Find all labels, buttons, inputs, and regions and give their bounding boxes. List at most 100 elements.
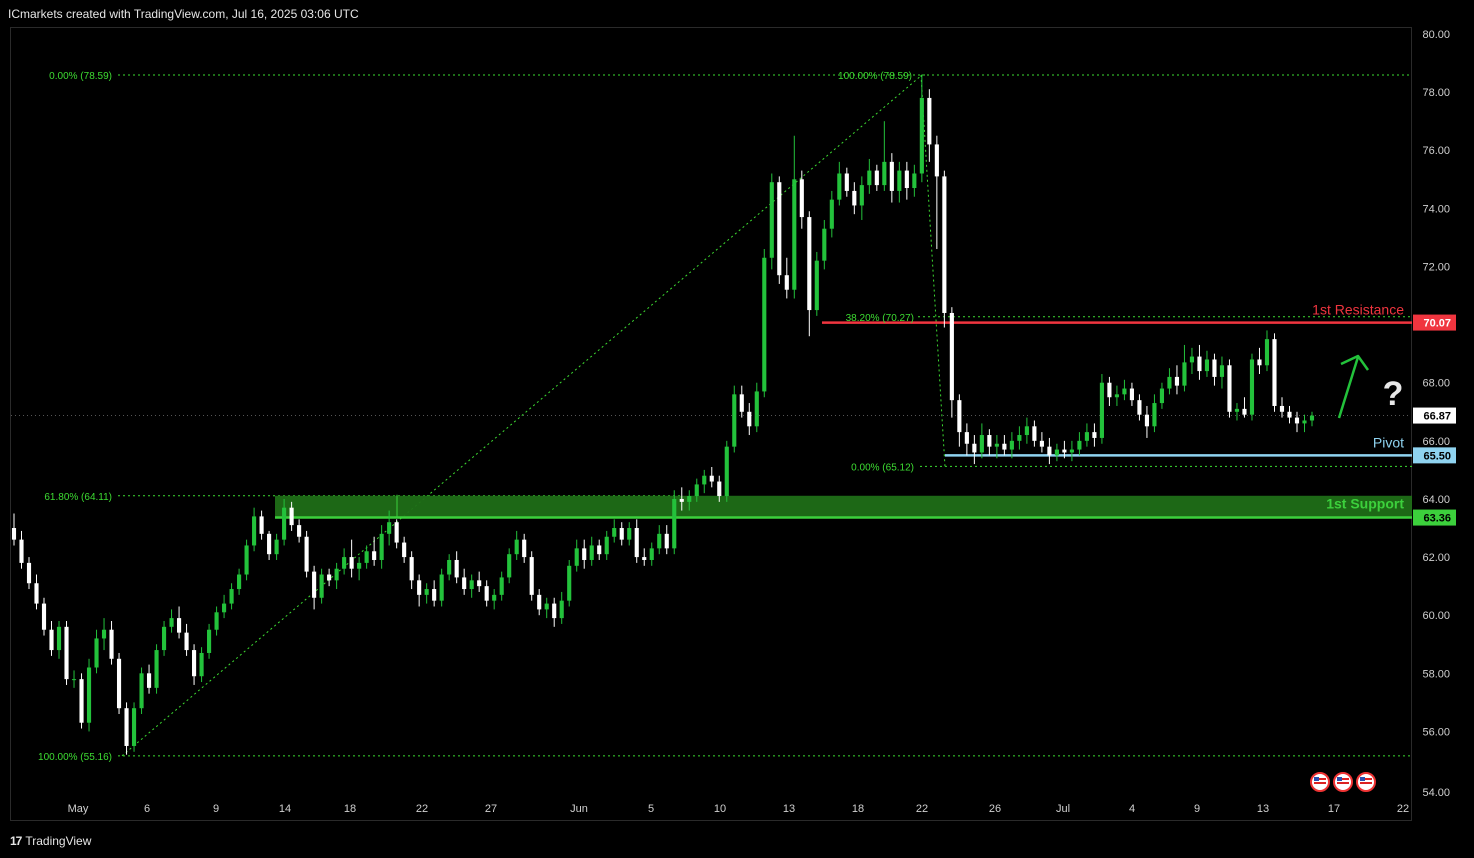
fib-down-label: 38.20% (70.27) (846, 313, 914, 324)
time-tick-label: 10 (714, 803, 726, 815)
candle (769, 173, 774, 270)
candle-body (859, 185, 864, 206)
candle-body (1024, 426, 1029, 436)
candle-body (679, 498, 684, 502)
candle-body (1122, 388, 1127, 395)
candle (492, 589, 497, 610)
footer-brand-text: TradingView (25, 834, 92, 848)
candle (312, 565, 317, 610)
candle (364, 545, 369, 569)
candle (49, 621, 54, 656)
candle-body (732, 394, 737, 447)
candle (874, 164, 879, 191)
candle-body (432, 589, 437, 601)
candle-body (649, 548, 654, 560)
candle-body (897, 170, 902, 191)
candle (694, 478, 699, 502)
fib-up-label: 0.00% (78.59) (49, 71, 112, 82)
candle-body (627, 528, 632, 540)
arrow-head (1340, 354, 1370, 371)
pivot-label: Pivot (1373, 434, 1404, 450)
candle-body (56, 626, 62, 651)
footer-brand[interactable]: 17 TradingView (10, 834, 91, 848)
candle (964, 423, 969, 456)
candle-body (739, 394, 744, 412)
candle (814, 251, 819, 316)
candle-body (372, 551, 377, 560)
candle (784, 257, 789, 299)
candle-body (1114, 394, 1119, 398)
candle-body (694, 484, 699, 497)
candle-body (304, 536, 309, 572)
candle (1144, 405, 1149, 438)
candle-body (289, 507, 294, 526)
time-tick-label: 27 (485, 803, 497, 815)
candle-body (1032, 426, 1037, 441)
candle (409, 551, 414, 590)
candle (447, 554, 452, 581)
candle-body (11, 528, 17, 540)
candle (469, 574, 474, 598)
candle (979, 423, 984, 459)
candle (252, 507, 257, 552)
candle (357, 557, 362, 581)
candle-body (334, 568, 339, 581)
candle (267, 530, 272, 560)
candle (709, 466, 714, 488)
candle (1249, 353, 1255, 421)
candle (582, 539, 587, 569)
candle-body (462, 577, 467, 590)
candle-body (837, 173, 842, 200)
candle-body (514, 539, 519, 555)
candle (139, 667, 144, 715)
candle-body (222, 603, 227, 613)
candle (1062, 440, 1067, 459)
candle-body (274, 539, 279, 555)
candle (1272, 333, 1277, 412)
support-price-tag-bg (1413, 509, 1456, 526)
candle (1279, 397, 1285, 418)
candle-body (1264, 339, 1270, 366)
candle-body (1167, 376, 1172, 389)
candle-body (199, 652, 204, 677)
candle-body (1077, 440, 1082, 450)
candle-body (874, 170, 879, 186)
flag-canton (1314, 777, 1319, 781)
candle-body (1039, 440, 1044, 447)
candle (537, 589, 542, 616)
candle (919, 74, 924, 183)
candle (424, 583, 429, 604)
candle-body (942, 176, 947, 313)
candle (1174, 365, 1180, 395)
candle (1047, 437, 1052, 465)
candle-body (1257, 359, 1262, 366)
tradingview-logo-icon: 17 (10, 834, 22, 848)
candle (949, 307, 954, 418)
candle (439, 568, 444, 607)
candle (687, 490, 692, 511)
candle (604, 530, 609, 560)
candle-body (589, 545, 594, 560)
candle (732, 385, 737, 453)
candle (454, 551, 459, 584)
last-price-tag: 66.87 (1423, 411, 1451, 423)
candle-body (799, 179, 804, 218)
candle (484, 580, 489, 607)
candle (349, 539, 354, 578)
chart-header: ICmarkets created with TradingView.com, … (8, 7, 359, 21)
candle (161, 621, 167, 656)
candle-body (357, 562, 362, 569)
candle (844, 167, 849, 197)
candle (1009, 432, 1014, 459)
candle (379, 525, 384, 569)
chart-labels: 0.00% (78.59) 61.80% (64.11) 100.00% (55.1… (38, 71, 1404, 763)
time-tick-label: 18 (852, 803, 864, 815)
candle (559, 591, 564, 624)
candle (807, 211, 812, 337)
candle-body (642, 557, 647, 560)
candle-body (349, 557, 354, 569)
candle (297, 519, 302, 543)
candle-body (522, 539, 527, 558)
candle-body (657, 533, 662, 549)
